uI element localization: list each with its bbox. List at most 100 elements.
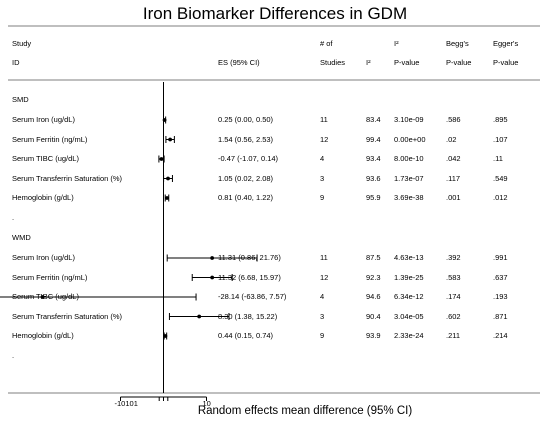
effect-point — [159, 157, 164, 161]
begg-pvalue: .602 — [446, 311, 461, 321]
header-begg-bottom: P-value — [446, 58, 472, 67]
es-ci-text: 1.54 (0.56, 2.53) — [218, 134, 274, 144]
study-label: Serum Iron (ug/dL) — [12, 253, 75, 262]
group-spacer: . — [12, 350, 15, 360]
i2-value: 83.4 — [366, 115, 381, 124]
i2-pvalue: 2.33e-24 — [394, 331, 424, 340]
begg-pvalue: .392 — [446, 253, 461, 262]
i2-pvalue: 0.00e+00 — [394, 134, 426, 144]
i2-value: 99.4 — [366, 134, 381, 144]
effect-point — [162, 118, 167, 122]
header-study: Study — [12, 39, 32, 48]
header-i2: I² — [366, 58, 371, 67]
x-tick-label: 10 — [202, 399, 211, 408]
x-axis-label: Random effects mean difference (95% CI) — [197, 405, 413, 417]
effect-point — [163, 334, 168, 338]
effect-point — [210, 275, 215, 280]
es-ci-text: 1.05 (0.02, 2.08) — [218, 173, 274, 183]
i2-value: 92.3 — [366, 272, 381, 282]
study-label: Serum Ferritin (ng/mL) — [12, 134, 88, 144]
es-ci-text: 11.31 (0.86, 21.76) — [218, 253, 281, 262]
egger-pvalue: .214 — [493, 331, 508, 340]
effect-point — [166, 176, 170, 181]
x-tick-label: -10 — [114, 399, 126, 408]
i2-value: 93.4 — [366, 154, 381, 163]
n-studies: 3 — [320, 173, 325, 183]
i2-value: 87.5 — [366, 253, 381, 262]
i2-pvalue: 4.63e-13 — [394, 253, 424, 262]
study-label: Serum TIBC (ug/dL) — [12, 292, 79, 301]
i2-pvalue: 3.69e-38 — [394, 193, 424, 202]
begg-pvalue: .586 — [446, 115, 461, 124]
egger-pvalue: .895 — [493, 115, 508, 124]
i2-value: 95.9 — [366, 193, 381, 202]
begg-pvalue: .042 — [446, 154, 461, 163]
n-studies: 4 — [320, 154, 325, 163]
begg-pvalue: .02 — [446, 134, 457, 144]
header-n-bottom: Studies — [320, 58, 346, 67]
x-tick-label: 1 — [133, 399, 138, 408]
header-i2p-bottom: P-value — [394, 58, 420, 67]
header-id: ID — [12, 58, 20, 67]
begg-pvalue: .583 — [446, 272, 461, 282]
i2-pvalue: 8.00e-10 — [394, 154, 424, 163]
n-studies: 12 — [320, 134, 329, 144]
i2-pvalue: 3.04e-05 — [394, 311, 424, 321]
egger-pvalue: .637 — [493, 272, 508, 282]
n-studies: 11 — [320, 253, 328, 262]
begg-pvalue: .001 — [446, 193, 461, 202]
study-label: Serum TIBC (ug/dL) — [12, 154, 79, 163]
n-studies: 9 — [320, 193, 325, 202]
egger-pvalue: .11 — [493, 154, 503, 163]
es-ci-text: 8.30 (1.38, 15.22) — [218, 311, 278, 321]
i2-pvalue: 6.34e-12 — [394, 292, 424, 301]
study-label: Serum Transferrin Saturation (%) — [12, 173, 123, 183]
es-ci-text: 0.81 (0.40, 1.22) — [218, 193, 274, 202]
es-ci-text: -28.14 (-63.86, 7.57) — [218, 292, 287, 301]
header-es: ES (95% CI) — [218, 58, 260, 67]
egger-pvalue: .012 — [493, 193, 508, 202]
study-label: Serum Transferrin Saturation (%) — [12, 311, 123, 321]
n-studies: 3 — [320, 311, 325, 321]
header-egger-top: Egger's — [493, 39, 519, 48]
x-tick-label: 0 — [129, 399, 134, 408]
i2-value: 93.6 — [366, 173, 381, 183]
egger-pvalue: .193 — [493, 292, 508, 301]
group-label: SMD — [12, 95, 29, 104]
header-i2p-top: I² — [394, 39, 399, 48]
effect-point — [40, 295, 45, 299]
i2-value: 93.9 — [366, 331, 381, 340]
group-label: WMD — [12, 233, 31, 242]
i2-pvalue: 3.10e-09 — [394, 115, 424, 124]
n-studies: 12 — [320, 272, 329, 282]
study-label: Hemoglobin (g/dL) — [12, 331, 74, 340]
es-ci-text: 11.32 (6.68, 15.97) — [218, 272, 281, 282]
i2-pvalue: 1.39e-25 — [394, 272, 424, 282]
begg-pvalue: .211 — [446, 331, 461, 340]
x-tick-labels-left: -10101 — [115, 400, 138, 408]
effect-point — [168, 137, 173, 142]
header-egger-bottom: P-value — [493, 58, 519, 67]
i2-value: 94.6 — [366, 292, 381, 301]
es-ci-text: 0.25 (0.00, 0.50) — [218, 115, 274, 124]
es-ci-text: -0.47 (-1.07, 0.14) — [218, 154, 279, 163]
egger-pvalue: .107 — [493, 134, 508, 144]
effect-point — [210, 256, 215, 260]
i2-value: 90.4 — [366, 311, 381, 321]
study-label: Serum Ferritin (ng/mL) — [12, 272, 88, 282]
n-studies: 11 — [320, 115, 328, 124]
n-studies: 4 — [320, 292, 325, 301]
chart-title: Iron Biomarker Differences in GDM — [142, 4, 408, 23]
effect-point — [165, 196, 169, 200]
begg-pvalue: .117 — [446, 173, 461, 183]
begg-pvalue: .174 — [446, 292, 461, 301]
header-n-top: # of — [320, 39, 333, 48]
egger-pvalue: .991 — [493, 253, 508, 262]
n-studies: 9 — [320, 331, 325, 340]
study-label: Hemoglobin (g/dL) — [12, 193, 74, 202]
study-label: Serum Iron (ug/dL) — [12, 115, 75, 124]
x-tick-label: 1 — [125, 399, 130, 408]
egger-pvalue: .549 — [493, 173, 508, 183]
group-spacer: . — [12, 212, 15, 222]
